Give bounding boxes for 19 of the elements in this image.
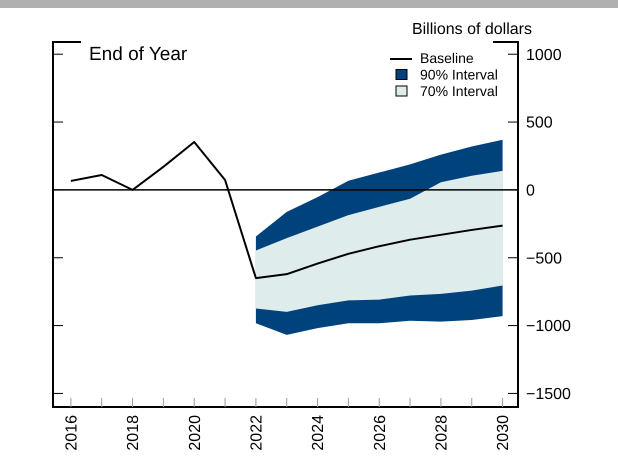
y-tick-label: 500 xyxy=(526,114,553,132)
x-tick-label: 2024 xyxy=(310,414,328,451)
legend-label: Baseline xyxy=(420,50,474,66)
legend-label: 70% Interval xyxy=(420,83,498,99)
y-tick-label: −1000 xyxy=(526,318,572,336)
y-tick-label: −500 xyxy=(526,250,562,268)
x-tick-label: 2028 xyxy=(434,414,451,451)
x-tick-label: 2030 xyxy=(495,414,512,451)
x-tick-label: 2026 xyxy=(372,414,389,451)
y-tick-label: −1500 xyxy=(526,386,572,404)
y-axis-title: Billions of dollars xyxy=(412,21,532,38)
y-tick-label: 0 xyxy=(526,182,535,200)
y-tick-label: 1000 xyxy=(526,46,562,64)
x-tick-label: 2020 xyxy=(186,414,204,451)
chart-title: End of Year xyxy=(89,44,188,65)
legend-label: 90% Interval xyxy=(420,66,498,82)
x-tick-label: 2018 xyxy=(125,414,142,451)
x-tick-label: 2016 xyxy=(63,414,80,451)
x-tick-label: 2022 xyxy=(248,414,266,451)
